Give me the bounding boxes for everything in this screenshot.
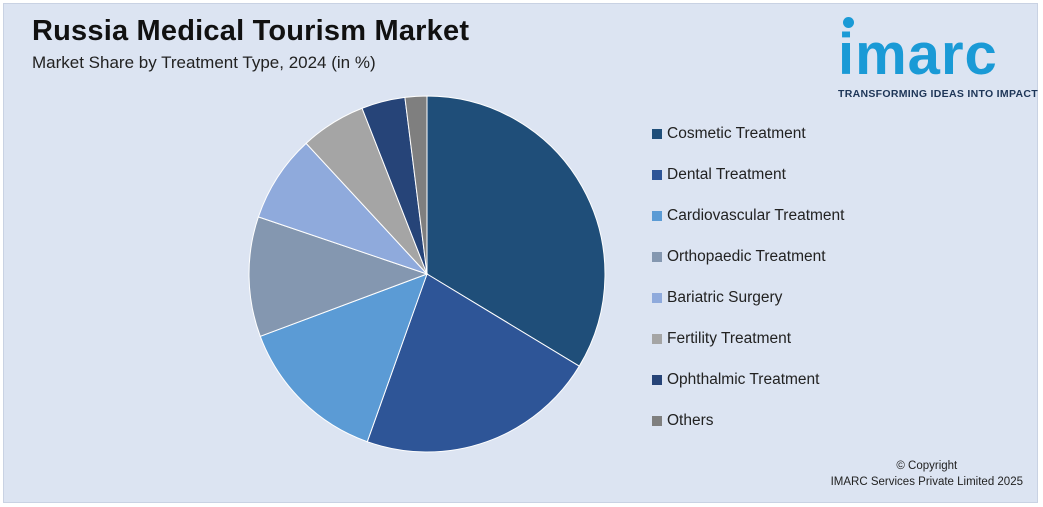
logo-wordmark: imarc: [838, 22, 998, 87]
legend-swatch: [652, 169, 662, 180]
legend-item-ophthalmic-treatment: Ophthalmic Treatment: [652, 370, 844, 389]
legend-label: Cardiovascular Treatment: [667, 207, 845, 224]
pie-slice-dental-treatment: [366, 273, 580, 453]
legend-item-bariatric-surgery: Bariatric Surgery: [652, 288, 844, 307]
pie-slice-cosmetic-treatment: [426, 95, 606, 367]
legend-swatch: [652, 374, 662, 385]
legend-swatch: [652, 251, 662, 262]
copyright-notice: © Copyright IMARC Services Private Limit…: [831, 458, 1023, 490]
logo-tagline: TRANSFORMING IDEAS INTO IMPACT: [838, 88, 1038, 100]
chart-subtitle: Market Share by Treatment Type, 2024 (in…: [32, 53, 376, 72]
chart-title: Russia Medical Tourism Market: [32, 15, 470, 47]
legend-label: Orthopaedic Treatment: [667, 248, 826, 265]
legend-label: Ophthalmic Treatment: [667, 371, 820, 388]
legend-item-cardiovascular-treatment: Cardiovascular Treatment: [652, 206, 844, 225]
legend-label: Bariatric Surgery: [667, 289, 783, 306]
legend-swatch: [652, 128, 662, 139]
legend-item-orthopaedic-treatment: Orthopaedic Treatment: [652, 247, 844, 266]
legend-label: Others: [667, 412, 714, 429]
copyright-line-1: © Copyright: [896, 460, 958, 472]
legend-item-fertility-treatment: Fertility Treatment: [652, 329, 844, 348]
legend-item-cosmetic-treatment: Cosmetic Treatment: [652, 124, 844, 143]
legend-item-others: Others: [652, 411, 844, 430]
pie-slice-cardiovascular-treatment: [259, 273, 428, 443]
copyright-line-2: IMARC Services Private Limited 2025: [830, 476, 1023, 488]
pie-slice-others: [404, 95, 428, 275]
legend-item-dental-treatment: Dental Treatment: [652, 165, 844, 184]
legend-swatch: [652, 292, 662, 303]
legend-swatch: [652, 210, 662, 221]
chart-legend: Cosmetic Treatment Dental Treatment Cardio…: [652, 124, 844, 452]
legend-swatch: [652, 333, 662, 344]
pie-slice-orthopaedic-treatment: [248, 216, 429, 337]
legend-label: Dental Treatment: [667, 166, 786, 183]
legend-label: Cosmetic Treatment: [667, 125, 806, 142]
legend-label: Fertility Treatment: [667, 330, 792, 347]
imarc-logo: imarc TRANSFORMING IDEAS INTO IMPACT: [834, 14, 1038, 104]
logo-dot-icon: [843, 17, 854, 28]
legend-swatch: [652, 415, 662, 426]
